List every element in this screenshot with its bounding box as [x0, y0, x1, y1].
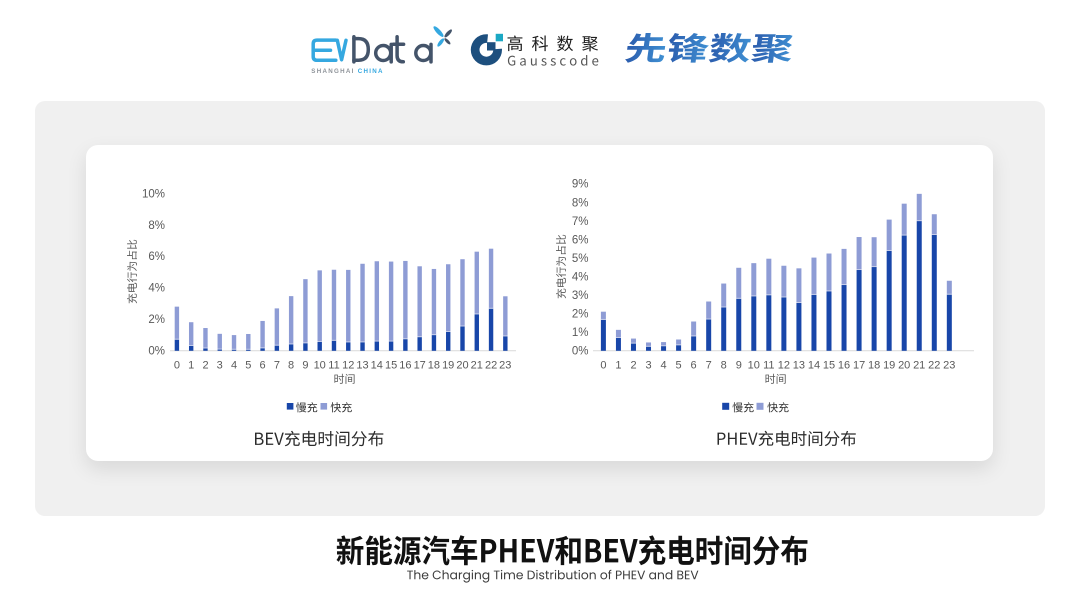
svg-text:4: 4 [231, 360, 237, 372]
svg-text:0: 0 [600, 360, 606, 372]
svg-text:1: 1 [188, 360, 194, 372]
svg-text:1%: 1% [572, 327, 589, 339]
svg-text:5: 5 [245, 360, 251, 372]
svg-text:20: 20 [898, 360, 910, 372]
svg-text:11: 11 [763, 360, 774, 372]
svg-text:11: 11 [328, 360, 339, 372]
svg-text:13: 13 [356, 360, 368, 372]
svg-text:8%: 8% [572, 197, 589, 209]
svg-text:22: 22 [928, 360, 940, 372]
svg-text:22: 22 [485, 360, 497, 372]
svg-text:16: 16 [838, 360, 850, 372]
svg-text:20: 20 [456, 360, 468, 372]
svg-text:2: 2 [202, 360, 208, 372]
svg-text:5%: 5% [572, 253, 589, 265]
svg-text:23: 23 [499, 360, 511, 372]
svg-text:2: 2 [630, 360, 636, 372]
svg-text:21: 21 [471, 360, 483, 372]
svg-text:0%: 0% [148, 346, 165, 358]
svg-text:16: 16 [399, 360, 411, 372]
svg-text:0%: 0% [572, 346, 589, 358]
svg-text:18: 18 [428, 360, 440, 372]
svg-text:14: 14 [808, 360, 820, 372]
svg-text:3: 3 [217, 360, 223, 372]
svg-text:2%: 2% [572, 308, 589, 320]
svg-text:8: 8 [288, 360, 294, 372]
svg-text:17: 17 [414, 360, 426, 372]
svg-text:15: 15 [385, 360, 397, 372]
svg-text:4%: 4% [148, 283, 165, 295]
svg-text:0: 0 [174, 360, 180, 372]
svg-text:18: 18 [868, 360, 880, 372]
svg-text:7: 7 [274, 360, 280, 372]
svg-text:7%: 7% [572, 216, 589, 228]
svg-text:9: 9 [302, 360, 308, 372]
svg-text:10: 10 [748, 360, 760, 372]
svg-text:6%: 6% [148, 251, 165, 263]
svg-text:14: 14 [371, 360, 383, 372]
svg-text:8: 8 [721, 360, 727, 372]
svg-text:4%: 4% [572, 271, 589, 283]
svg-text:6%: 6% [572, 234, 589, 246]
svg-text:15: 15 [823, 360, 835, 372]
svg-text:21: 21 [913, 360, 925, 372]
svg-text:1: 1 [615, 360, 621, 372]
svg-text:17: 17 [853, 360, 865, 372]
svg-text:4: 4 [661, 360, 667, 372]
svg-text:10%: 10% [142, 188, 165, 200]
svg-text:9: 9 [736, 360, 742, 372]
svg-text:3: 3 [645, 360, 651, 372]
svg-text:6: 6 [260, 360, 266, 372]
svg-text:23: 23 [943, 360, 955, 372]
svg-text:8%: 8% [148, 220, 165, 232]
svg-text:2%: 2% [148, 314, 165, 326]
svg-text:10: 10 [314, 360, 326, 372]
svg-text:13: 13 [793, 360, 805, 372]
svg-text:12: 12 [342, 360, 354, 372]
svg-text:7: 7 [706, 360, 712, 372]
svg-text:12: 12 [778, 360, 790, 372]
svg-text:19: 19 [442, 360, 454, 372]
svg-text:19: 19 [883, 360, 895, 372]
svg-text:5: 5 [676, 360, 682, 372]
svg-text:3%: 3% [572, 290, 589, 302]
svg-text:6: 6 [691, 360, 697, 372]
svg-text:SHANGHAI CHINA: SHANGHAI CHINA [311, 68, 384, 75]
svg-text:9%: 9% [572, 179, 589, 191]
